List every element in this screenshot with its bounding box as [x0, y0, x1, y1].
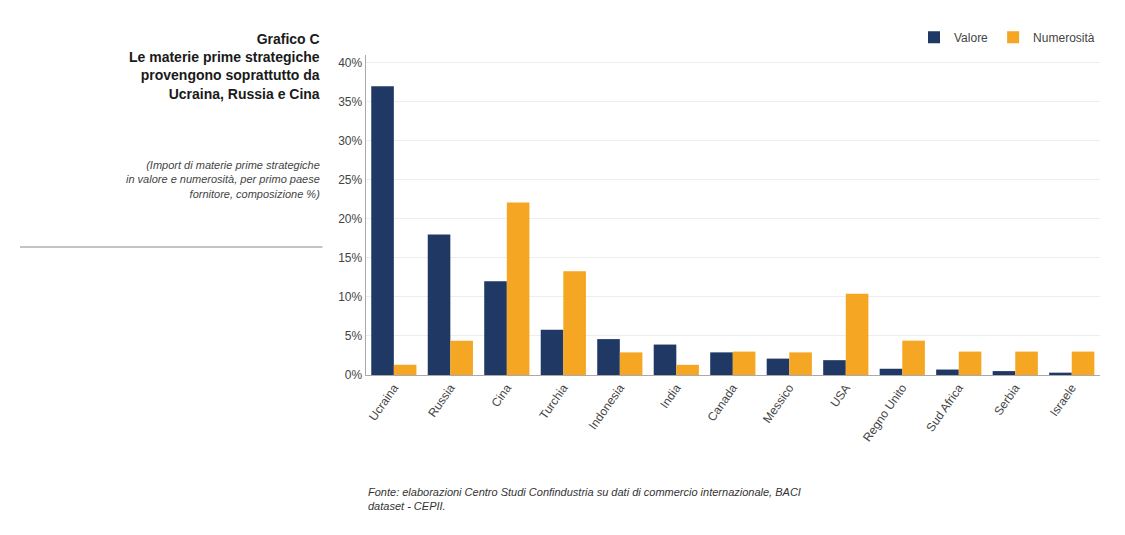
svg-text:0%: 0% [345, 368, 363, 382]
svg-text:40%: 40% [338, 56, 362, 70]
svg-text:20%: 20% [338, 212, 362, 226]
svg-text:Messico: Messico [760, 381, 797, 425]
svg-text:USA: USA [828, 382, 854, 410]
svg-text:Cina: Cina [489, 381, 515, 410]
svg-text:Turchia: Turchia [537, 381, 571, 422]
svg-text:30%: 30% [338, 134, 362, 148]
svg-text:Sud Africa: Sud Africa [923, 381, 966, 434]
svg-text:25%: 25% [338, 173, 362, 187]
svg-text:5%: 5% [345, 329, 363, 343]
svg-text:15%: 15% [338, 251, 362, 265]
svg-text:Ucraina: Ucraina [366, 381, 401, 423]
svg-text:India: India [657, 381, 684, 411]
svg-text:(Import di materie prime strat: (Import di materie prime strategichein v… [126, 159, 320, 200]
svg-text:Israele: Israele [1047, 381, 1079, 419]
svg-text:35%: 35% [338, 95, 362, 109]
svg-text:Russia: Russia [425, 381, 458, 419]
svg-text:Valore: Valore [954, 31, 988, 45]
svg-text:10%: 10% [338, 290, 362, 304]
svg-text:Canada: Canada [705, 381, 741, 424]
svg-text:Grafico CLe materie prime stra: Grafico CLe materie prime strategichepro… [129, 31, 320, 102]
svg-text:Serbia: Serbia [991, 381, 1023, 418]
svg-text:Regno Unito: Regno Unito [860, 381, 910, 444]
svg-text:Fonte: elaborazioni Centro Stu: Fonte: elaborazioni Centro Studi Confind… [368, 486, 801, 512]
svg-text:Numerosità: Numerosità [1033, 31, 1095, 45]
svg-text:Indonesia: Indonesia [586, 381, 628, 432]
